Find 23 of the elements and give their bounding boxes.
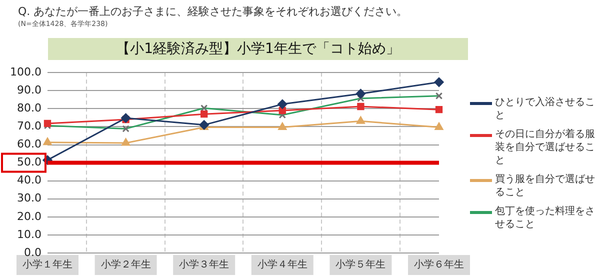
chart-title: 【小1経験済み型】小学1年生で「コト始め」 — [48, 38, 468, 60]
y-tick-label: 70.0 — [16, 120, 42, 133]
legend-label: 包丁を使った料理をさせること — [495, 205, 596, 231]
y-tick-label: 0.0 — [24, 246, 42, 259]
y-tick-label: 60.0 — [16, 138, 42, 151]
legend-label: 買う服を自分で選ばせること — [495, 173, 596, 199]
y-tick-label: 20.0 — [16, 210, 42, 223]
y-tick-label: 10.0 — [16, 228, 42, 241]
x-tick-label: 小学３年生 — [179, 258, 230, 271]
x-tick-label: 小学６年生 — [414, 258, 464, 271]
legend-label: その日に自分が着る服装を自分で選ばせること — [495, 128, 596, 167]
y-tick-label: 30.0 — [16, 192, 42, 205]
x-tick-label: 小学５年生 — [336, 258, 386, 271]
y-tick-label: 40.0 — [16, 174, 42, 187]
text: Q. あなたが一番上のお子さまに、経験させた事象をそれぞれお選びください。 — [18, 4, 409, 19]
y-tick-label: 50.0 — [16, 156, 42, 169]
y-tick-label: 90.0 — [16, 84, 42, 96]
x-tick-label: 小学４年生 — [257, 258, 308, 271]
legend-label: ひとりで入浴させること — [495, 96, 596, 122]
y-tick-label: 80.0 — [16, 102, 42, 115]
y-tick-label: 100.0 — [10, 65, 42, 78]
x-tick-label: 小学２年生 — [100, 258, 151, 271]
x-tick-label: 小学１年生 — [22, 258, 72, 271]
